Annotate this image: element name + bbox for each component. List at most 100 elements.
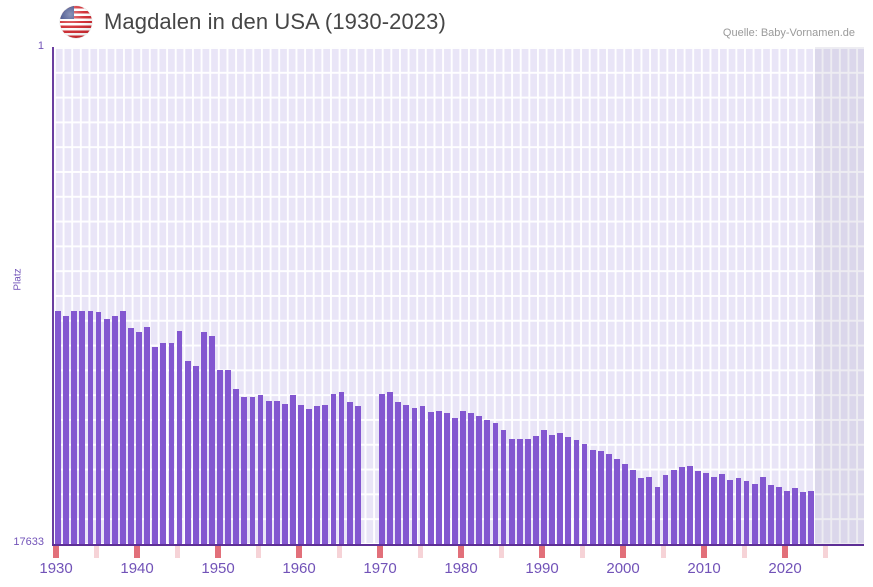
x-tick-blank	[749, 546, 756, 558]
bar	[565, 437, 572, 544]
bar	[516, 438, 523, 544]
x-tick-blank	[531, 546, 537, 558]
x-tick-blank	[693, 546, 699, 558]
x-tick-blank	[409, 546, 416, 558]
x-tick-blank	[522, 546, 529, 558]
x-tick-blank	[774, 546, 780, 558]
bar	[330, 393, 337, 544]
bar	[200, 331, 207, 544]
x-tick-blank	[612, 546, 618, 558]
bar	[354, 406, 361, 544]
bar	[71, 310, 78, 544]
bar	[719, 474, 726, 544]
bar-series	[54, 47, 864, 544]
x-axis-line	[52, 544, 864, 546]
bar	[290, 395, 296, 544]
bar	[589, 450, 596, 544]
bar	[808, 490, 815, 544]
bar	[784, 490, 790, 544]
x-tick-blank	[725, 546, 732, 558]
bar	[128, 327, 134, 544]
x-tick-blank	[109, 546, 116, 558]
x-axis-tick-strip	[52, 546, 862, 558]
x-tick-blank	[312, 546, 319, 558]
bar	[379, 393, 385, 544]
x-axis-label: 2010	[687, 560, 721, 577]
bar	[695, 471, 701, 544]
x-tick-blank	[360, 546, 367, 558]
x-tick-blank	[652, 546, 659, 558]
x-tick-blank	[790, 546, 797, 558]
bar	[257, 395, 264, 544]
source-attribution: Quelle: Baby-Vornamen.de	[722, 27, 855, 39]
x-tick-blank	[385, 546, 392, 558]
bar	[452, 417, 458, 544]
bar	[460, 410, 466, 544]
bar	[435, 410, 442, 544]
bar	[727, 479, 734, 544]
bar	[573, 440, 580, 544]
bar	[314, 406, 321, 544]
bar	[605, 454, 612, 544]
x-axis-label: 1950	[201, 560, 235, 577]
x-tick-blank	[603, 546, 610, 558]
x-tick-blank	[369, 546, 375, 558]
bar	[703, 472, 709, 544]
x-tick-blank	[344, 546, 351, 558]
bar	[306, 409, 313, 544]
bar	[476, 416, 483, 544]
x-axis-label: 1990	[525, 560, 559, 577]
x-tick-major	[539, 546, 545, 558]
x-tick-blank	[117, 546, 124, 558]
flag-gloss	[60, 6, 92, 38]
bar	[95, 311, 102, 544]
bar	[759, 476, 766, 544]
x-tick-blank	[101, 546, 108, 558]
bar	[338, 392, 345, 544]
x-tick-blank	[126, 546, 132, 558]
x-tick-blank	[328, 546, 335, 558]
x-tick-blank	[61, 546, 68, 558]
bar	[630, 469, 637, 544]
bar	[265, 400, 272, 544]
x-tick-blank	[190, 546, 197, 558]
bar	[427, 412, 434, 544]
x-tick-blank	[490, 546, 497, 558]
x-tick-blank	[182, 546, 189, 558]
x-tick-major	[701, 546, 707, 558]
bar	[654, 486, 661, 544]
x-tick-blank	[142, 546, 149, 558]
bar	[541, 430, 547, 544]
bar	[419, 406, 426, 544]
x-tick-blank	[644, 546, 651, 558]
y-axis-tick-top: 1	[37, 40, 44, 52]
x-tick-blank	[846, 546, 853, 558]
bar	[484, 420, 491, 544]
bar	[395, 402, 402, 544]
x-tick-blank	[798, 546, 805, 558]
x-tick-minor	[174, 546, 181, 558]
bar	[119, 310, 126, 544]
bar	[638, 478, 645, 544]
x-tick-blank	[571, 546, 578, 558]
bar	[776, 486, 782, 544]
bar	[322, 404, 329, 544]
bar	[670, 469, 677, 544]
bar	[152, 347, 159, 544]
bar	[678, 466, 685, 544]
x-tick-blank	[547, 546, 554, 558]
x-tick-blank	[166, 546, 173, 558]
bar	[411, 407, 418, 544]
x-tick-blank	[587, 546, 594, 558]
x-tick-blank	[69, 546, 76, 558]
bar	[346, 402, 353, 544]
bar	[403, 404, 410, 544]
title-group: Magdalen in den USA (1930-2023)	[60, 6, 446, 38]
bar	[524, 438, 531, 544]
x-tick-blank	[450, 546, 456, 558]
bar	[443, 413, 450, 544]
bar	[176, 330, 183, 544]
bar	[557, 433, 564, 544]
x-axis-label: 2020	[768, 560, 802, 577]
y-axis-tick-bottom: 17633	[13, 536, 44, 548]
